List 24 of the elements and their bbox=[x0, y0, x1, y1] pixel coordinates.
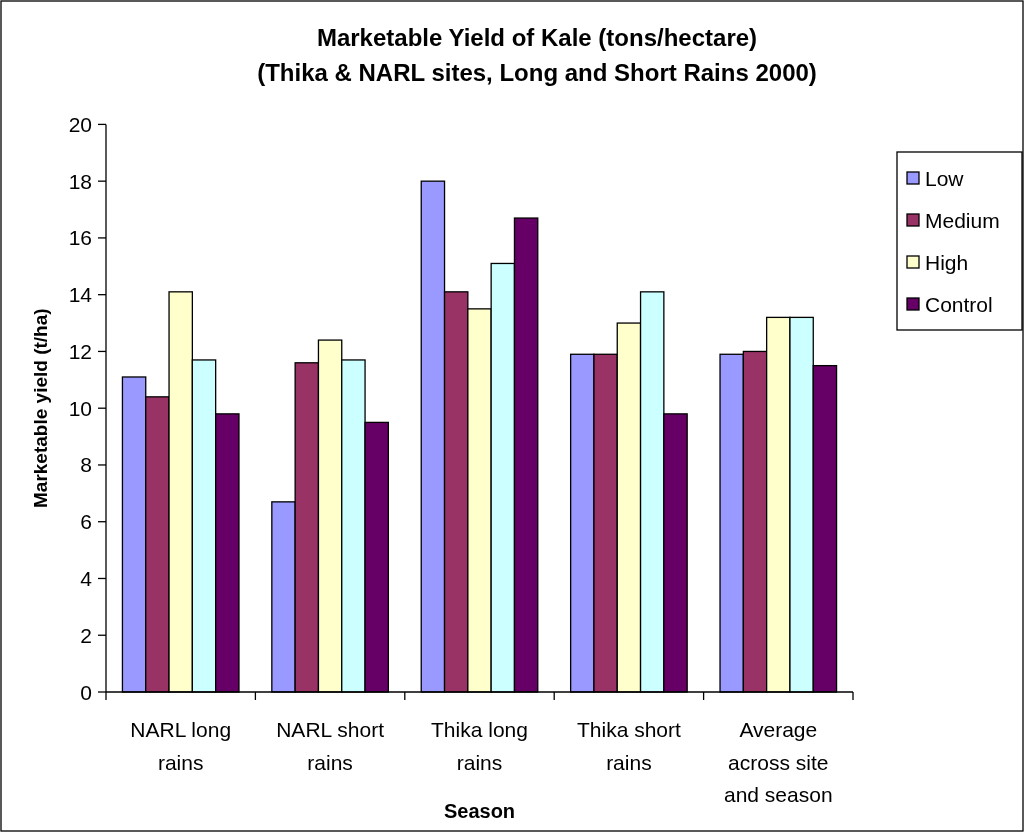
legend-label: Low bbox=[925, 166, 965, 190]
y-tick-label: 10 bbox=[68, 396, 92, 420]
y-tick-label: 14 bbox=[68, 283, 93, 307]
x-tick-label: Average across site and season bbox=[724, 718, 833, 806]
y-axis-title: Marketable yield (t/ha) bbox=[30, 308, 51, 508]
x-tick-label: Thika long rains bbox=[431, 718, 528, 774]
chart-subtitle: (Thika & NARL sites, Long and Short Rains 2000) bbox=[257, 59, 817, 86]
legend-label: Medium bbox=[925, 208, 1000, 232]
y-tick-label: 8 bbox=[80, 453, 92, 477]
y-tick-label: 6 bbox=[80, 510, 92, 534]
y-tick-label: 4 bbox=[80, 566, 93, 590]
y-tick-label: 2 bbox=[80, 623, 92, 647]
x-tick-label: NARL short rains bbox=[276, 718, 385, 774]
y-tick-label: 20 bbox=[68, 112, 92, 136]
legend-label: Control bbox=[925, 292, 993, 316]
x-tick-label: NARL long rains bbox=[130, 718, 232, 774]
chart-title: Marketable Yield of Kale (tons/hectare) bbox=[316, 24, 758, 51]
x-axis-title: Season bbox=[443, 800, 516, 822]
y-tick-label: 18 bbox=[68, 169, 92, 193]
x-tick-label: Thika short rains bbox=[576, 718, 681, 774]
y-tick-label: 0 bbox=[80, 680, 92, 704]
y-tick-label: 12 bbox=[68, 339, 92, 363]
legend-label: High bbox=[925, 250, 969, 274]
y-tick-label: 16 bbox=[68, 226, 92, 250]
